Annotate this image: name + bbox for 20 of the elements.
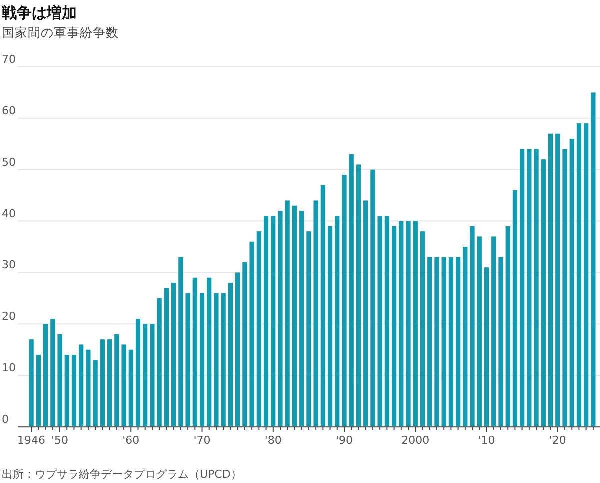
x-tick-label: '10 (478, 434, 496, 447)
y-tick-label: 60 (2, 104, 16, 118)
x-tick-label: '90 (336, 434, 354, 447)
x-tick-label: 1946 (18, 434, 46, 447)
chart-title: 戦争は増加 (1, 4, 77, 22)
x-tick-label: 2000 (402, 434, 430, 447)
x-tick-label: '60 (122, 434, 140, 447)
y-tick-label: 40 (2, 207, 16, 220)
x-tick-label: '70 (194, 434, 211, 447)
y-tick-label: 0 (2, 413, 9, 426)
y-tick-label: 30 (2, 258, 16, 272)
text: 出所：ウプサラ紛争データプログラム（UPCD） (2, 468, 242, 481)
y-tick-label: 10 (2, 362, 16, 375)
x-tick-label: '50 (51, 434, 69, 447)
y-tick-label: 50 (2, 156, 16, 169)
x-tick-label: '20 (549, 434, 566, 447)
y-tick-label: 70 (2, 53, 16, 66)
y-tick-label: 20 (2, 310, 16, 324)
chart-subtitle: 国家間の軍事紛争数 (2, 25, 119, 40)
x-tick-label: '80 (264, 434, 282, 447)
